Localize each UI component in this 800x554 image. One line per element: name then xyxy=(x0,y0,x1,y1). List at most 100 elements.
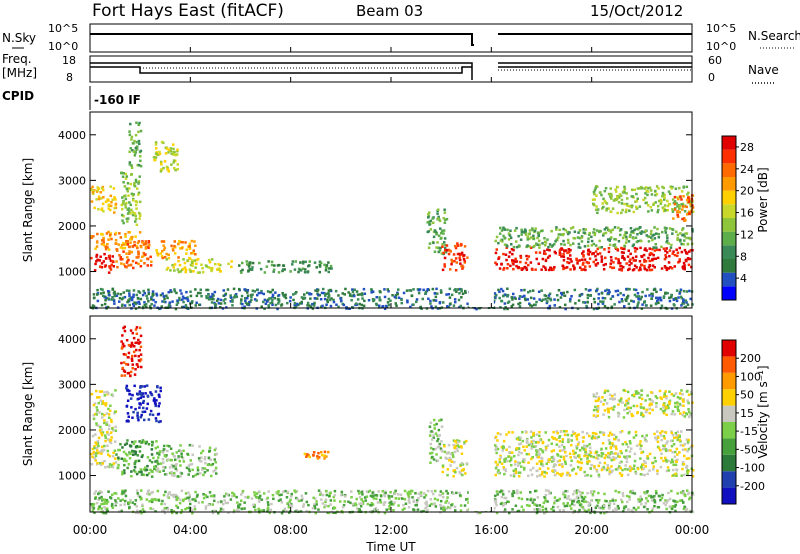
power-echo-cell xyxy=(523,266,526,269)
power-echo-cell xyxy=(661,230,664,234)
power-echo-cell xyxy=(642,198,645,202)
power-echo-cell xyxy=(618,268,621,271)
velocity-echo-cell xyxy=(131,416,134,419)
velocity-echo-cell xyxy=(132,469,136,472)
power-echo-cell xyxy=(529,261,533,264)
velocity-echo-cell xyxy=(553,469,556,472)
power-echo-cell xyxy=(630,262,633,265)
velocity-echo-cell xyxy=(568,438,572,442)
velocity-echo-cell xyxy=(171,452,174,455)
power-echo-cell xyxy=(691,206,695,209)
velocity-echo-cell xyxy=(646,490,649,493)
velocity-echo-cell xyxy=(325,493,329,497)
velocity-echo-cell xyxy=(592,432,596,435)
power-echo-cell xyxy=(497,257,500,260)
velocity-echo-cell xyxy=(301,497,304,500)
velocity-echo-cell xyxy=(447,451,450,454)
velocity-echo-cell xyxy=(96,461,99,465)
power-echo-cell xyxy=(442,232,445,235)
power-echo-cell xyxy=(240,294,244,298)
power-echo-cell xyxy=(214,262,217,266)
power-echo-cell xyxy=(167,170,170,173)
power-echo-cell xyxy=(363,292,367,295)
power-echo-cell xyxy=(631,188,634,192)
power-echo-cell xyxy=(109,208,112,212)
velocity-echo-cell xyxy=(446,506,450,509)
velocity-echo-cell xyxy=(537,456,540,459)
power-echo-cell xyxy=(192,270,195,273)
velocity-echo-cell xyxy=(94,497,97,500)
power-echo-cell xyxy=(640,185,643,189)
power-echo-cell xyxy=(157,153,160,156)
power-echo-cell xyxy=(449,250,452,253)
power-echo-cell xyxy=(299,302,302,305)
power-echo-cell xyxy=(100,262,104,265)
velocity-echo-cell xyxy=(140,470,143,474)
velocity-echo-cell xyxy=(580,496,584,499)
power-echo-cell xyxy=(337,294,340,297)
power-echo-cell xyxy=(643,196,647,200)
velocity-echo-cell xyxy=(385,508,388,511)
velocity-echo-cell xyxy=(312,496,315,500)
velocity-echo-cell xyxy=(545,471,548,475)
power-echo-cell xyxy=(235,295,238,299)
power-echo-cell xyxy=(172,143,175,146)
velocity-echo-cell xyxy=(97,436,101,440)
velocity-echo-cell xyxy=(611,442,614,445)
velocity-echo-cell xyxy=(560,443,564,447)
power-echo-cell xyxy=(160,240,164,243)
power-echo-cell xyxy=(164,146,168,149)
velocity-echo-cell xyxy=(130,357,134,360)
power-echo-cell xyxy=(169,289,172,292)
velocity-echo-cell xyxy=(423,492,426,495)
velocity-echo-cell xyxy=(236,508,239,512)
power-colorbar-tick-label: 20 xyxy=(740,185,754,198)
velocity-echo-cell xyxy=(597,397,601,400)
power-echo-cell xyxy=(318,270,321,274)
power-echo-cell xyxy=(173,252,177,255)
power-echo-cell xyxy=(655,232,658,235)
power-echo-cell xyxy=(456,244,460,247)
velocity-echo-cell xyxy=(494,494,497,498)
velocity-echo-cell xyxy=(538,460,541,463)
power-echo-cell xyxy=(686,213,689,216)
velocity-echo-cell xyxy=(140,394,143,397)
velocity-echo-cell xyxy=(641,434,644,438)
velocity-echo-cell xyxy=(645,408,649,412)
power-echo-cell xyxy=(136,163,139,167)
power-echo-cell xyxy=(616,248,619,251)
power-echo-cell xyxy=(553,304,556,307)
velocity-echo-cell xyxy=(582,436,585,439)
velocity-echo-cell xyxy=(224,492,228,496)
velocity-echo-cell xyxy=(586,500,589,504)
power-echo-cell xyxy=(633,228,636,232)
power-echo-cell xyxy=(319,305,323,308)
velocity-echo-cell xyxy=(150,453,154,456)
power-echo-cell xyxy=(170,290,173,294)
power-ytick-label: 1000 xyxy=(58,266,86,279)
velocity-echo-cell xyxy=(648,398,651,401)
power-echo-cell xyxy=(659,198,663,202)
power-echo-cell xyxy=(96,288,99,292)
power-echo-cell xyxy=(123,295,127,299)
velocity-echo-cell xyxy=(424,494,428,497)
power-echo-cell xyxy=(518,295,522,298)
power-echo-cell xyxy=(663,193,666,197)
velocity-echo-cell xyxy=(147,443,151,446)
velocity-echo-cell xyxy=(206,463,210,467)
power-echo-cell xyxy=(644,192,647,195)
velocity-echo-cell xyxy=(679,440,682,443)
power-echo-cell xyxy=(165,252,168,256)
velocity-echo-cell xyxy=(682,462,686,466)
power-echo-cell xyxy=(288,299,292,303)
power-echo-cell xyxy=(644,260,648,263)
power-echo-cell xyxy=(533,229,537,233)
velocity-echo-cell xyxy=(626,468,630,471)
power-echo-cell xyxy=(263,298,267,302)
velocity-echo-cell xyxy=(681,393,684,396)
power-echo-cell xyxy=(464,291,467,294)
velocity-echo-cell xyxy=(196,493,199,497)
velocity-echo-cell xyxy=(646,499,650,503)
velocity-echo-cell xyxy=(530,445,534,449)
power-echo-cell xyxy=(143,291,146,295)
